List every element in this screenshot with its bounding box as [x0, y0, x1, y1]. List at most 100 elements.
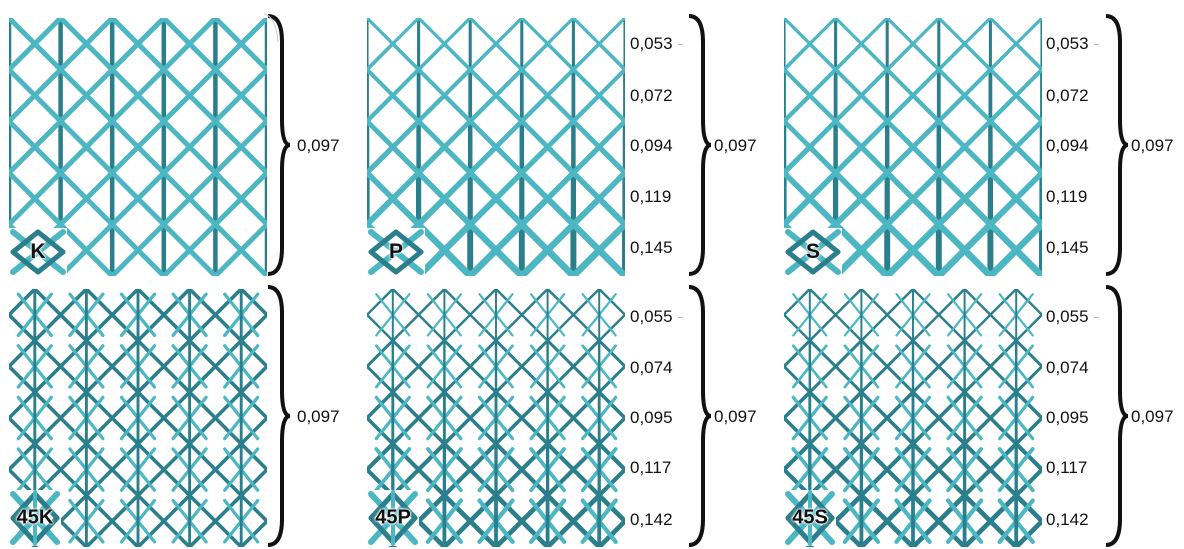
diagonal-strut: [212, 221, 244, 253]
lattice-strut: [936, 467, 967, 498]
lattice-strut: [1014, 416, 1042, 446]
lattice-strut: [808, 364, 838, 394]
diagonal-strut: [467, 195, 499, 228]
diagonal-strut: [571, 93, 602, 124]
diagonal-strut: [212, 41, 244, 73]
diagonal-strut: [784, 170, 813, 202]
diagonal-strut: [9, 196, 38, 227]
lattice-panel-p: [367, 18, 625, 276]
lattice-strut: [911, 313, 941, 342]
diagonal-strut: [442, 93, 473, 124]
unit-cell-strut: [810, 249, 841, 275]
diagonal-strut: [936, 144, 968, 176]
diagonal-strut: [441, 221, 474, 254]
diagonal-strut: [569, 246, 603, 276]
lattice-strut: [885, 416, 915, 446]
lattice-strut: [545, 441, 576, 472]
diagonal-strut: [961, 246, 994, 276]
lattice-strut: [390, 390, 421, 420]
lattice-strut: [494, 416, 524, 446]
diagonal-strut: [238, 92, 267, 124]
diagonal-strut: [238, 247, 267, 276]
diagonal-strut: [9, 170, 38, 202]
lattice-strut: [571, 467, 602, 498]
diagonal-strut: [416, 93, 447, 124]
lattice-strut: [989, 313, 1018, 342]
lattice-strut: [910, 467, 941, 498]
unit-cell-strut: [35, 229, 66, 255]
diagonal-strut: [1013, 144, 1042, 176]
unit-cell-icon: [9, 490, 61, 546]
diagonal-strut: [570, 195, 603, 228]
diagonal-strut: [961, 221, 994, 254]
diagonal-strut: [58, 118, 89, 150]
graded-value-p-1: 0,053: [630, 34, 673, 53]
lattice-strut: [859, 467, 890, 498]
lattice-strut: [110, 338, 140, 369]
diagonal-strut: [135, 67, 167, 98]
lattice-strut: [32, 364, 63, 394]
diagonal-strut: [493, 170, 525, 202]
diagonal-strut: [911, 18, 941, 46]
diagonal-strut: [442, 41, 472, 72]
lattice-strut: [162, 493, 192, 523]
lattice-strut: [239, 390, 267, 420]
diagonal-strut: [858, 246, 891, 276]
lattice-strut: [519, 467, 550, 498]
unit-cell-icon: [367, 490, 419, 546]
diagonal-strut: [135, 18, 167, 47]
diagonal-strut: [212, 196, 244, 227]
unit-cell-strut: [810, 229, 841, 255]
diagonal-strut: [833, 93, 864, 124]
diagonal-strut: [987, 170, 1019, 202]
diagonal-strut: [935, 195, 968, 228]
diagonal-strut: [962, 93, 993, 124]
lattice-strut: [989, 289, 1018, 317]
diagonal-strut: [784, 195, 813, 228]
unit-cell-strut: [368, 249, 399, 275]
diagonal-strut: [571, 18, 601, 46]
graded-value-p-3: 0,094: [630, 136, 673, 155]
diagonal-strut: [493, 144, 525, 176]
diagonal-strut: [546, 18, 575, 46]
lattice-strut: [367, 416, 395, 446]
graded-value-s-1: 0,053: [1046, 34, 1089, 53]
lattice-strut: [571, 364, 601, 394]
lattice-strut: [390, 416, 421, 446]
lattice-strut: [442, 467, 473, 498]
diagonal-strut: [784, 67, 812, 98]
diagonal-strut: [135, 144, 167, 176]
diagonal-strut: [367, 170, 396, 202]
lattice-strut: [58, 442, 89, 472]
diagonal-strut: [367, 41, 395, 72]
diagonal-strut: [884, 118, 916, 150]
lattice-strut: [239, 312, 267, 343]
lattice-strut: [32, 416, 63, 446]
diagonal-strut: [1014, 18, 1042, 46]
diagonal-strut: [1013, 170, 1042, 202]
diagonal-strut: [936, 67, 967, 98]
diagonal-strut: [161, 144, 193, 176]
diagonal-strut: [9, 118, 38, 150]
diagonal-strut: [467, 118, 499, 150]
diagonal-strut: [519, 93, 550, 124]
diagonal-strut: [32, 144, 64, 176]
lattice-strut: [468, 467, 499, 498]
diagonal-strut: [545, 41, 576, 72]
lattice-strut: [988, 416, 1018, 446]
lattice-strut: [84, 338, 114, 369]
diagonal-strut: [833, 118, 864, 150]
diagonal-strut: [519, 67, 550, 98]
diagonal-strut: [570, 118, 602, 150]
lattice-strut: [519, 441, 550, 472]
lattice-strut: [32, 312, 63, 343]
diagonal-strut: [467, 93, 499, 124]
diagonal-strut: [911, 41, 941, 72]
diagonal-strut: [519, 118, 551, 150]
lattice-strut: [988, 364, 1018, 394]
lattice-strut: [58, 312, 89, 343]
lattice-strut: [571, 416, 601, 446]
lattice-strut: [833, 441, 864, 472]
lattice-strut: [885, 339, 915, 368]
lattice-strut: [187, 493, 218, 523]
